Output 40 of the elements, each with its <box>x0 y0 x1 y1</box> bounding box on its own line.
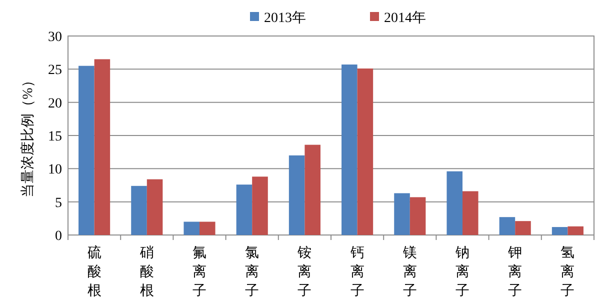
y-tick-label: 5 <box>55 196 62 211</box>
legend-label: 2013年 <box>264 10 306 26</box>
bar <box>410 197 426 235</box>
bar <box>200 222 216 235</box>
y-tick-label: 25 <box>48 63 62 78</box>
y-tick-label: 15 <box>48 130 62 144</box>
bar <box>499 217 516 235</box>
bar <box>288 155 305 235</box>
bar <box>146 179 163 235</box>
x-tick-label: 铵离子 <box>296 245 312 297</box>
x-tick-label: 钾离子 <box>507 245 522 297</box>
bar <box>462 191 478 235</box>
bar <box>94 59 110 235</box>
x-tick-label: 氯离子 <box>245 246 260 297</box>
legend-label: 2014年 <box>384 10 426 26</box>
bar <box>446 171 462 235</box>
bar <box>568 226 584 235</box>
x-tick-label: 钠离子 <box>454 245 470 297</box>
bar <box>78 66 94 235</box>
bar <box>252 176 268 235</box>
bar <box>304 144 320 235</box>
bar <box>357 68 374 235</box>
y-tick-label: 10 <box>48 162 62 178</box>
y-tick-label: 0 <box>55 229 62 244</box>
bar <box>552 227 568 235</box>
x-tick-label: 镁离子 <box>402 245 417 297</box>
x-tick-label: 硝酸根 <box>138 245 154 297</box>
y-axis-title: 当量浓度比例（%） <box>20 74 36 198</box>
x-tick-label: 硫酸根 <box>87 245 102 297</box>
bar <box>184 222 200 235</box>
x-tick-label: 氟离子 <box>192 246 206 297</box>
bar <box>236 184 252 235</box>
y-tick-label: 30 <box>48 30 62 45</box>
bar <box>394 193 410 235</box>
x-tick-label: 氢离子 <box>560 246 575 297</box>
bar <box>515 221 531 235</box>
bar <box>342 64 358 235</box>
x-tick-label: 钙离子 <box>349 245 364 297</box>
y-tick-label: 20 <box>48 96 62 112</box>
bar <box>131 186 147 235</box>
